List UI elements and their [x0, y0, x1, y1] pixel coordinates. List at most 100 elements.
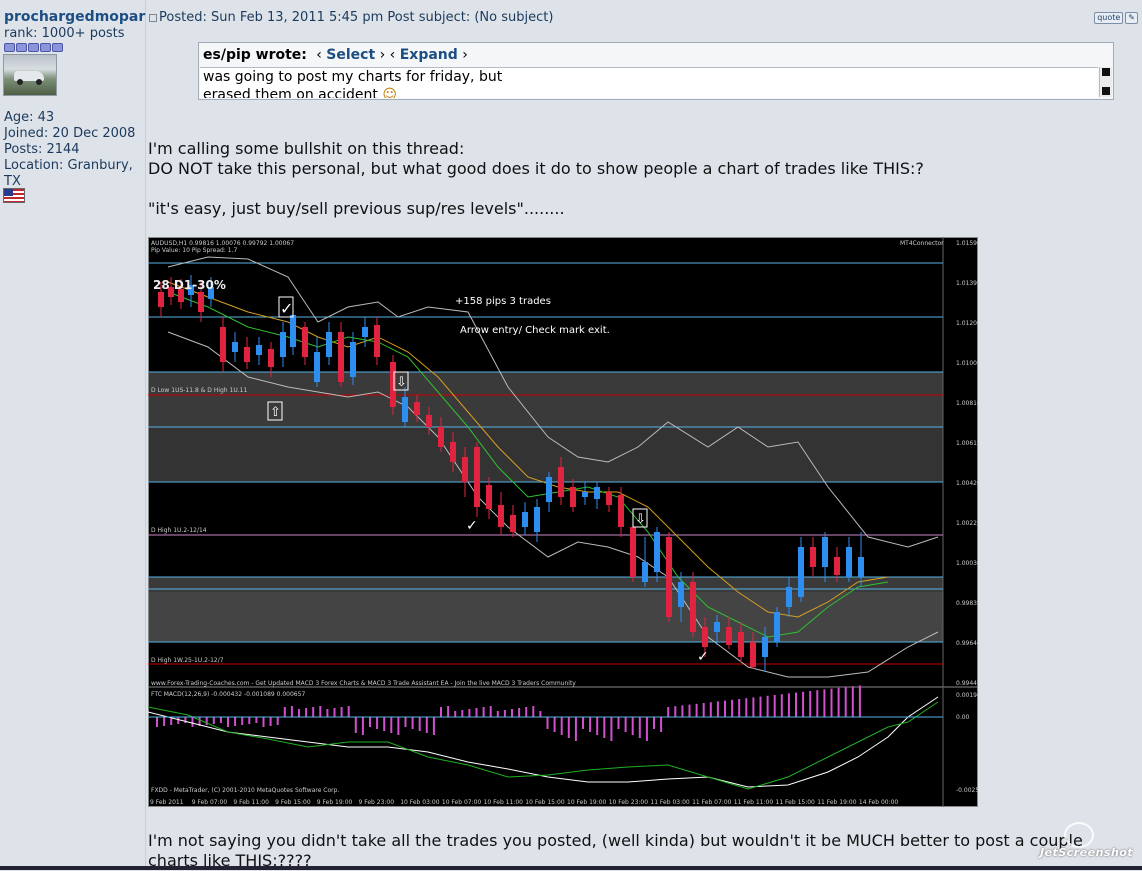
quote-body: was going to post my charts for friday, … [200, 67, 1098, 98]
forex-chart-image: ✓ ⇧ ⇩ ⇩ ✓ ✓ 1.01590 1.01395 1.01200 1.01005… [148, 237, 978, 807]
quote-expand-link[interactable]: Expand [399, 47, 458, 63]
macd-bar [752, 697, 755, 717]
macd-bar [702, 703, 705, 717]
macd-bar [496, 711, 499, 717]
macd-bar [184, 717, 187, 723]
candle-body [314, 352, 320, 382]
time-label: 10 Feb 19:00 [567, 799, 607, 806]
candle-body [462, 457, 468, 482]
macd-bar [596, 717, 599, 735]
macd-bar [482, 707, 485, 717]
macd-bar [567, 717, 570, 738]
macd-bar [369, 717, 371, 727]
us-flag-icon [3, 188, 25, 203]
author-location: Location: Granbury, [4, 158, 133, 173]
candle-body [220, 327, 226, 362]
macd-bar [851, 686, 854, 717]
macd-bar [830, 688, 833, 717]
candle-body [702, 627, 708, 647]
macd-bar [837, 687, 840, 717]
macd-bar [326, 709, 329, 717]
candle-body [486, 485, 492, 509]
candle-body [558, 467, 564, 497]
macd-bar [340, 707, 343, 717]
rank-stars-icon [4, 43, 63, 52]
candle-body [726, 627, 732, 645]
macd-bar [574, 717, 577, 741]
candle-body [390, 362, 396, 407]
edit-icon[interactable]: ✎ [1125, 12, 1138, 24]
watermark-text: JetScreenshot [1040, 846, 1134, 859]
quote-scrollbar[interactable] [1099, 67, 1112, 97]
post-paragraph: charts like THIS:???? [148, 851, 312, 870]
macd-bar [397, 717, 400, 735]
candle-body [178, 289, 184, 302]
svg-text:⇩: ⇩ [396, 375, 407, 390]
macd-bar [255, 717, 258, 723]
time-label: 10 Feb 11:00 [484, 799, 524, 806]
candle-body [666, 537, 672, 617]
candle-body [244, 347, 250, 362]
candle-body [414, 402, 420, 415]
post-paragraph: "it's easy, just buy/sell previous sup/r… [148, 199, 565, 218]
candlestick-series [158, 275, 864, 672]
quote-author: es/pip wrote: [203, 47, 307, 63]
macd-bar [298, 709, 300, 717]
macd-bar [312, 707, 315, 717]
scroll-up-icon[interactable] [1102, 68, 1110, 76]
macd-bar [745, 698, 748, 717]
candle-body [290, 315, 296, 347]
macd-bar [361, 717, 364, 735]
quote-box: es/pip wrote: ‹ Select › ‹ Expand › was … [198, 42, 1114, 100]
chart-copyright: FXDD - MetaTrader, (C) 2001-2010 MetaQuo… [151, 787, 339, 794]
candle-body [208, 287, 214, 299]
chart-footer: www.Forex-Trading-Coaches.com - Get Upda… [151, 680, 576, 687]
macd-bar [724, 700, 726, 717]
macd-bar [802, 691, 805, 717]
candle-body [546, 477, 552, 502]
macd-bar [795, 692, 797, 717]
candle-body [188, 285, 194, 295]
time-label: 10 Feb 23:00 [609, 799, 649, 806]
svg-text:✓: ✓ [466, 518, 478, 534]
quote-select-link[interactable]: Select [326, 47, 376, 63]
quote-header: es/pip wrote: ‹ Select › ‹ Expand › [203, 47, 468, 63]
candle-body [690, 582, 696, 632]
candle-body [762, 637, 768, 657]
chart-annotation: +158 pips 3 trades [455, 296, 551, 307]
macd-bar [411, 717, 414, 729]
quote-line: was going to post my charts for friday, … [203, 69, 503, 85]
macd-bar [738, 699, 741, 717]
candle-body [374, 325, 380, 357]
time-label: 10 Feb 07:00 [442, 799, 482, 806]
time-label: 9 Feb 11:00 [233, 799, 269, 806]
price-label: 1.01590 [956, 240, 978, 247]
macd-scale-label: 0.00194 [956, 692, 978, 699]
macd-bar [290, 706, 293, 717]
macd-bar [816, 690, 819, 717]
macd-bar [390, 717, 393, 733]
chart-connector: MT4Connector [900, 240, 944, 247]
macd-bar [674, 706, 677, 717]
macd-bar [283, 707, 286, 717]
macd-bar [212, 717, 215, 724]
macd-bar [681, 705, 684, 717]
chart-header-2: Pip Value: 10 Pip Spread: 1.7 [151, 247, 237, 254]
author-username[interactable]: prochargedmopar [4, 9, 146, 25]
quote-button[interactable]: quote [1094, 12, 1124, 24]
candle-body [280, 332, 286, 357]
macd-bar [667, 707, 670, 717]
macd-bar [383, 717, 386, 731]
scroll-down-icon[interactable] [1102, 87, 1110, 95]
macd-bar [610, 717, 613, 741]
macd-bar [191, 717, 194, 727]
post-paragraph: I'm not saying you didn't take all the t… [148, 831, 1083, 850]
candle-body [350, 342, 356, 377]
time-label: 9 Feb 2011 [150, 799, 184, 806]
candle-body [338, 332, 344, 382]
macd-bar [539, 711, 542, 717]
macd-bar [759, 696, 762, 717]
macd-bar [645, 717, 648, 741]
macd-bar [461, 710, 464, 717]
post-meta: Posted: Sun Feb 13, 2011 5:45 pm Post su… [149, 10, 553, 25]
